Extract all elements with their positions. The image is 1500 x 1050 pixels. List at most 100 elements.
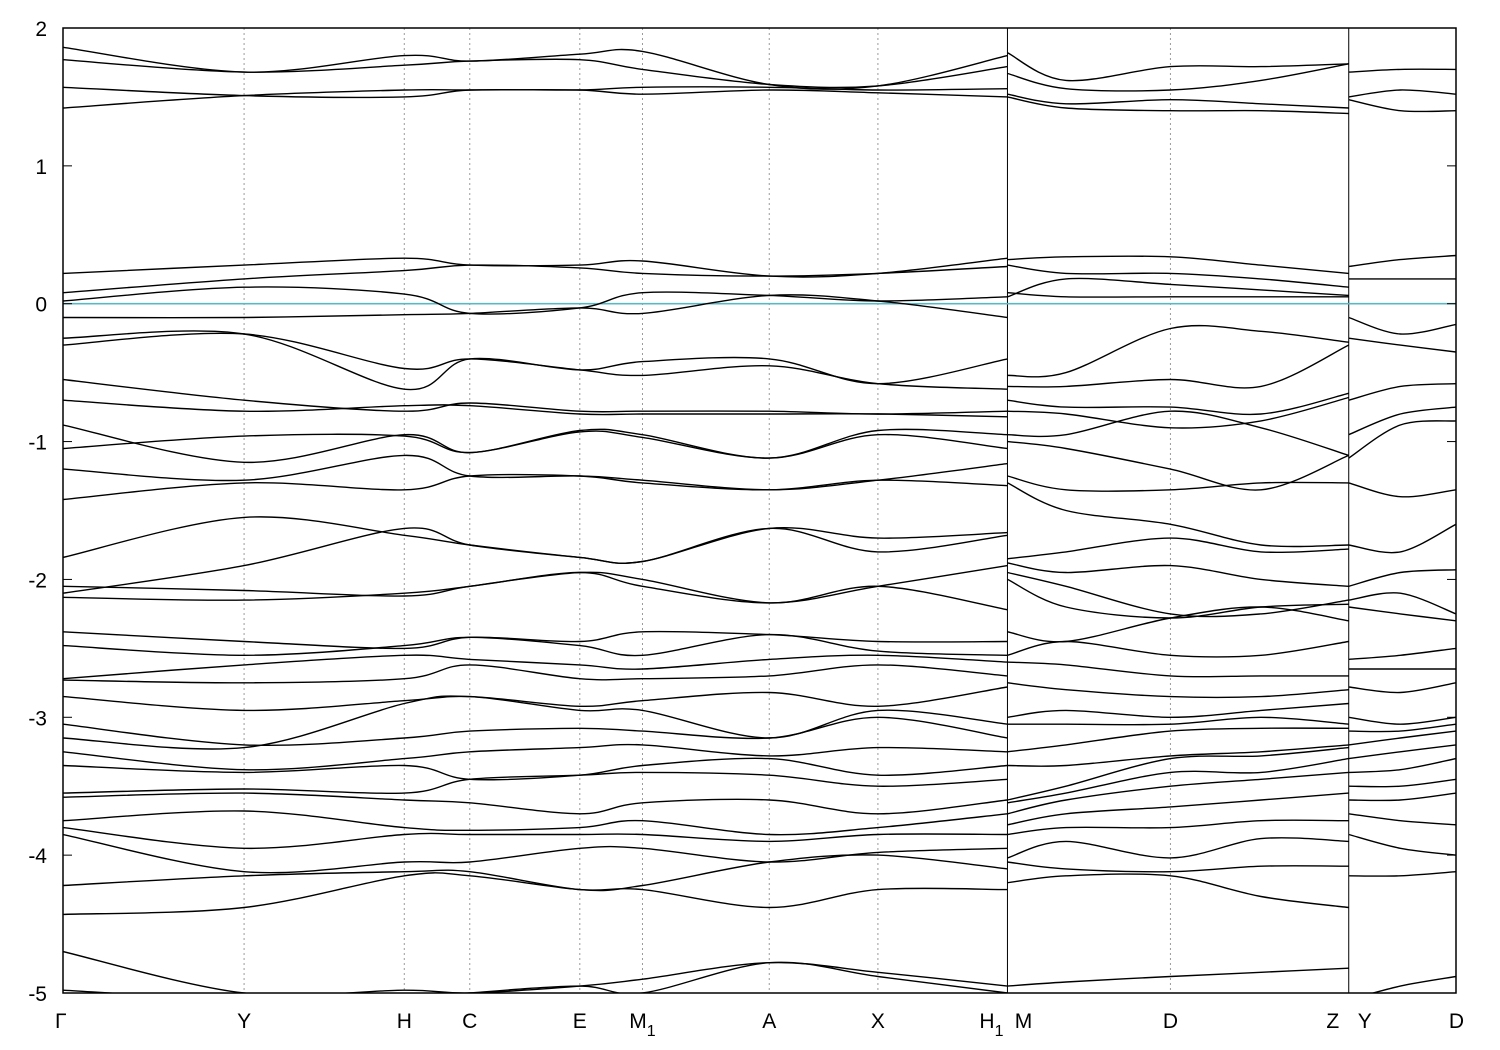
band-line — [63, 430, 1008, 459]
band-line — [1007, 727, 1349, 753]
band-line — [1348, 254, 1456, 268]
band-line — [63, 743, 1008, 771]
band-line — [63, 264, 1008, 294]
grid-layer — [243, 28, 1350, 993]
band-line — [1348, 778, 1456, 788]
band-line — [1348, 99, 1456, 113]
band-line — [1007, 562, 1349, 587]
band-line — [1007, 344, 1349, 389]
band-line — [1007, 771, 1349, 815]
band-line — [1348, 316, 1456, 335]
y-axis: -5 -4 -3 -2 -1 0 1 2 — [28, 18, 1456, 1006]
band-line — [1007, 292, 1349, 298]
band-line — [1348, 716, 1456, 725]
band-line — [63, 854, 1008, 892]
band-line — [1007, 757, 1349, 804]
band-line — [63, 330, 1008, 391]
band-line — [1007, 324, 1349, 378]
y-tick-label: -2 — [28, 569, 47, 592]
band-line — [63, 46, 1008, 90]
band-line — [63, 257, 1008, 278]
band-line — [1007, 861, 1349, 873]
x-tick-label: C — [462, 1010, 477, 1033]
band-line — [1348, 813, 1456, 826]
band-line — [63, 332, 1008, 390]
band-line — [1348, 406, 1456, 436]
band-line — [63, 294, 1008, 319]
band-line — [63, 424, 1008, 464]
band-line — [1348, 569, 1456, 587]
band-line — [1348, 723, 1456, 733]
band-line — [1007, 640, 1349, 658]
band-line — [1348, 792, 1456, 802]
band-line — [1348, 647, 1456, 661]
band-line — [63, 695, 1008, 750]
band-line — [1370, 975, 1456, 993]
band-line — [1007, 606, 1349, 643]
band-line — [1007, 264, 1349, 288]
band-line — [63, 872, 1008, 916]
band-line — [1348, 383, 1456, 401]
band-line — [63, 686, 1008, 712]
band-line — [63, 473, 1008, 501]
x-tick-label: H1 — [979, 1010, 1003, 1040]
x-tick-label: D — [1163, 1010, 1178, 1033]
band-line — [1007, 255, 1349, 275]
band-line — [63, 833, 1008, 874]
band-line — [63, 378, 1008, 415]
band-line — [1007, 661, 1349, 678]
y-tick-label: 1 — [35, 156, 47, 179]
plot-frame — [62, 27, 1457, 994]
band-line — [1348, 482, 1456, 498]
x-tick-label: D — [1449, 1010, 1464, 1033]
y-tick-label: 2 — [35, 18, 47, 41]
band-line — [1348, 757, 1456, 774]
x-tick-label: Γ — [55, 1010, 67, 1033]
band-line — [63, 633, 1008, 657]
band-line — [63, 564, 1008, 604]
band-line — [1348, 523, 1456, 554]
y-tick-label: -3 — [28, 707, 47, 730]
band-line — [63, 792, 1008, 815]
band-line — [1007, 702, 1349, 719]
band-line — [1007, 792, 1349, 826]
y-tick-label: -5 — [28, 983, 47, 1006]
band-line — [1007, 873, 1349, 909]
y-tick-label: -1 — [28, 432, 47, 455]
band-line — [1348, 744, 1456, 760]
band-line — [63, 716, 1008, 747]
band-line — [63, 630, 1008, 650]
band-line — [1007, 578, 1349, 619]
band-line — [63, 654, 1008, 680]
band-line — [1007, 410, 1349, 457]
band-line — [63, 399, 1008, 418]
x-tick-label: X — [871, 1010, 885, 1033]
band-line — [1007, 746, 1349, 801]
band-line — [1007, 837, 1349, 859]
band-line — [1007, 96, 1349, 115]
band-line — [1007, 571, 1349, 618]
band-line — [1348, 730, 1456, 746]
x-axis: Γ Y H C E M1 A X H1 M D Z Y D — [55, 1010, 1464, 1040]
band-line — [1348, 833, 1456, 856]
x-tick-label: M1 — [629, 1010, 656, 1040]
band-line — [1007, 744, 1349, 767]
band-line — [63, 58, 1008, 89]
x-tick-label: Y — [237, 1010, 251, 1033]
band-line — [1007, 93, 1349, 109]
band-line — [63, 826, 1008, 850]
band-line — [63, 571, 1008, 611]
band-line — [1348, 682, 1456, 694]
band-line — [1007, 537, 1349, 560]
x-tick-label: E — [573, 1010, 587, 1033]
band-line — [1348, 606, 1456, 622]
band-line — [1348, 68, 1456, 73]
band-line — [1007, 716, 1349, 726]
band-line — [1007, 819, 1349, 836]
band-line — [1007, 63, 1349, 92]
band-line — [1007, 396, 1349, 429]
band-line — [1007, 475, 1349, 492]
band-line — [63, 771, 1008, 795]
band-line — [1348, 337, 1456, 353]
